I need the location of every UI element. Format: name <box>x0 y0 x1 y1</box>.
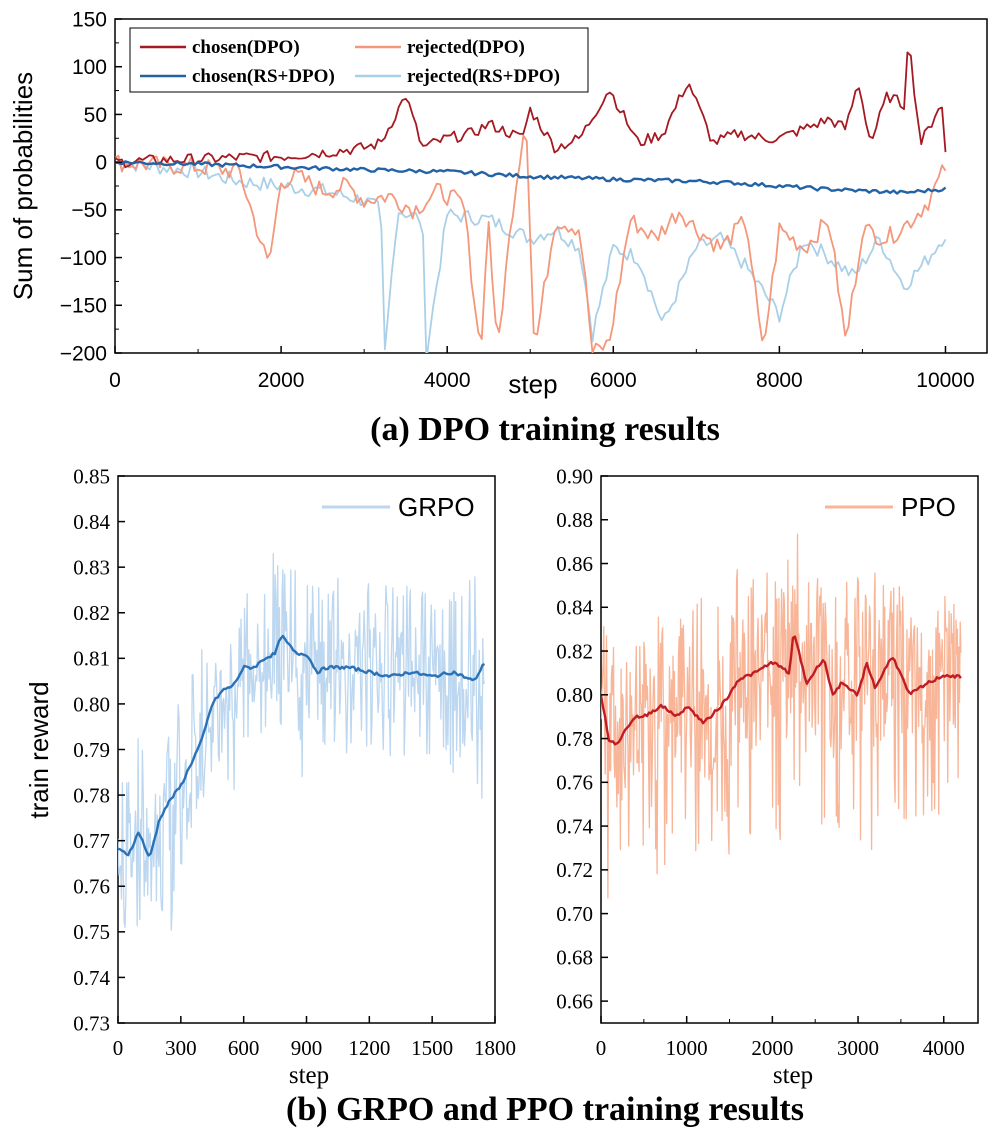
ppo-chart: 0.66 0.68 0.70 0.72 0.74 0.76 0.78 0.80 0.82 0.84… <box>556 464 979 1089</box>
ppo-y-tick-label: 0.80 <box>556 683 593 707</box>
dpo-y-tick-label: −100 <box>60 247 107 270</box>
legend-label-chosen-dpo: chosen(DPO) <box>192 37 300 58</box>
grpo-x-axis-label: step <box>289 1062 329 1089</box>
dpo-legend: chosen(DPO) rejected(DPO) chosen(RS+DPO)… <box>129 27 589 93</box>
dpo-y-axis-label: Sum of probabilities <box>8 72 38 300</box>
dpo-y-tick-label: −50 <box>71 199 107 222</box>
ppo-x-tick-label: 3000 <box>837 1036 879 1060</box>
grpo-y-tick-label: 0.78 <box>73 783 110 807</box>
dpo-series-group <box>115 51 947 353</box>
dpo-y-ticks: −200 −150 −100 −50 0 50 100 150 <box>60 8 122 365</box>
legend-label-chosen-rsdpo: chosen(RS+DPO) <box>192 66 335 87</box>
dpo-series-chosen-dpo <box>115 51 947 169</box>
dpo-legend-box <box>129 27 589 93</box>
ppo-x-tick-label: 2000 <box>751 1036 793 1060</box>
ppo-x-ticks: 0 1000 2000 3000 4000 <box>596 1016 965 1060</box>
grpo-y-tick-label: 0.84 <box>73 510 110 534</box>
dpo-y-tick-label: −200 <box>60 342 107 365</box>
dpo-y-tick-label: 100 <box>72 56 107 79</box>
ppo-y-tick-label: 0.86 <box>556 552 593 576</box>
dpo-chart: −200 −150 −100 −50 0 50 100 150 0 2000 4000 6000 80… <box>8 8 988 448</box>
ppo-series-group <box>601 533 962 899</box>
dpo-x-ticks: 0 2000 4000 6000 8000 10000 <box>109 346 975 392</box>
dpo-x-tick-label: 4000 <box>424 369 471 392</box>
ppo-y-ticks: 0.66 0.68 0.70 0.72 0.74 0.76 0.78 0.80 0.82 0.84… <box>556 464 608 1013</box>
dpo-x-tick-label: 10000 <box>916 369 974 392</box>
ppo-x-tick-label: 4000 <box>923 1036 965 1060</box>
dpo-x-tick-label: 8000 <box>756 369 803 392</box>
grpo-ppo-caption: (b) GRPO and PPO training results <box>286 1091 804 1128</box>
grpo-x-tick-label: 1500 <box>411 1036 453 1060</box>
ppo-x-tick-label: 0 <box>596 1036 607 1060</box>
grpo-y-ticks: 0.73 0.74 0.75 0.76 0.77 0.78 0.79 0.80 0.81 0.82… <box>73 464 125 1035</box>
legend-label-rejected-rsdpo: rejected(RS+DPO) <box>407 66 560 87</box>
grpo-y-tick-label: 0.85 <box>73 464 110 488</box>
dpo-x-tick-label: 6000 <box>590 369 637 392</box>
dpo-caption: (a) DPO training results <box>370 411 720 448</box>
grpo-y-tick-label: 0.75 <box>73 920 110 944</box>
grpo-y-tick-label: 0.79 <box>73 738 110 762</box>
grpo-plot-frame <box>117 475 496 1024</box>
dpo-y-tick-label: 150 <box>72 8 107 31</box>
grpo-raw-series <box>118 553 486 931</box>
grpo-smoothed-series <box>118 634 486 857</box>
grpo-y-tick-label: 0.80 <box>73 692 110 716</box>
ppo-y-tick-label: 0.78 <box>556 727 593 751</box>
grpo-x-tick-label: 900 <box>291 1036 323 1060</box>
dpo-y-tick-label: 0 <box>95 151 107 174</box>
ppo-y-tick-label: 0.90 <box>556 464 593 488</box>
ppo-y-tick-label: 0.88 <box>556 508 593 532</box>
ppo-plot-frame <box>600 475 979 1024</box>
grpo-y-axis-label: train reward <box>24 681 54 818</box>
ppo-y-tick-label: 0.84 <box>556 596 593 620</box>
grpo-x-tick-label: 1200 <box>348 1036 390 1060</box>
ppo-y-tick-label: 0.82 <box>556 639 593 663</box>
ppo-y-tick-label: 0.68 <box>556 946 593 970</box>
dpo-x-tick-label: 2000 <box>258 369 305 392</box>
ppo-y-tick-label: 0.76 <box>556 771 593 795</box>
grpo-y-tick-label: 0.73 <box>73 1011 110 1035</box>
grpo-x-tick-label: 1800 <box>474 1036 516 1060</box>
grpo-y-tick-label: 0.83 <box>73 556 110 580</box>
grpo-series-group <box>118 553 486 931</box>
dpo-series-rejected-dpo <box>115 134 947 353</box>
grpo-x-tick-label: 600 <box>228 1036 260 1060</box>
grpo-legend: GRPO <box>322 492 475 522</box>
grpo-x-tick-label: 0 <box>113 1036 124 1060</box>
grpo-x-ticks: 0 300 600 900 1200 1500 1800 <box>113 1016 516 1060</box>
ppo-raw-series <box>601 533 962 899</box>
grpo-y-tick-label: 0.82 <box>73 601 110 625</box>
dpo-series-chosen-rsdpo <box>115 160 947 195</box>
ppo-smoothed-series <box>601 635 962 746</box>
legend-label-rejected-dpo: rejected(DPO) <box>407 37 525 58</box>
ppo-y-tick-label: 0.74 <box>556 814 593 838</box>
grpo-y-tick-label: 0.76 <box>73 875 110 899</box>
dpo-x-tick-label: 0 <box>109 369 121 392</box>
dpo-y-tick-label: 50 <box>84 104 107 127</box>
dpo-x-axis-label: step <box>508 369 557 399</box>
ppo-y-tick-label: 0.72 <box>556 858 593 882</box>
grpo-y-tick-label: 0.74 <box>73 966 110 990</box>
dpo-y-tick-label: −150 <box>60 295 107 318</box>
grpo-y-tick-label: 0.81 <box>73 647 110 671</box>
grpo-y-tick-label: 0.77 <box>73 829 110 853</box>
ppo-x-tick-label: 1000 <box>666 1036 708 1060</box>
legend-label-ppo: PPO <box>901 492 956 522</box>
ppo-y-tick-label: 0.66 <box>556 989 593 1013</box>
grpo-chart: 0.73 0.74 0.75 0.76 0.77 0.78 0.79 0.80 0.81 0.82… <box>24 464 516 1089</box>
ppo-x-axis-label: step <box>773 1062 813 1089</box>
legend-label-grpo: GRPO <box>398 492 475 522</box>
ppo-y-tick-label: 0.70 <box>556 902 593 926</box>
grpo-x-tick-label: 300 <box>165 1036 197 1060</box>
ppo-legend: PPO <box>825 492 956 522</box>
